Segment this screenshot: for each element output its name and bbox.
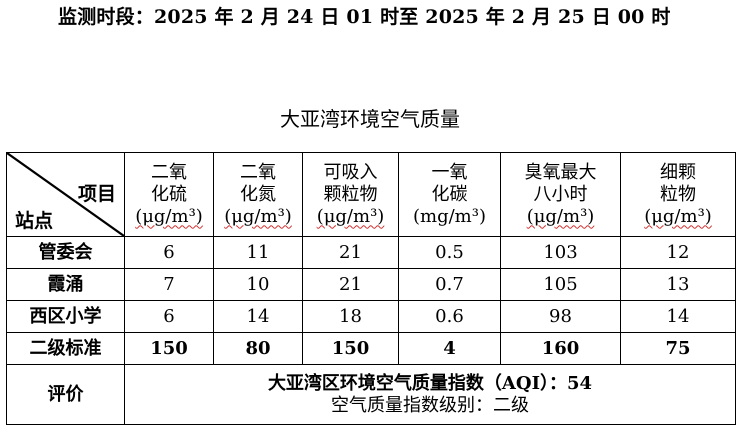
header-row: 项目 站点 二氧 化硫 (μg/m³) 二氧 化氮 (μg/m³) 可吸入 颗粒物 (μg/… [6, 152, 736, 237]
column-header: 可吸入 颗粒物 (μg/m³) [302, 152, 399, 237]
table-cell: 14 [213, 300, 303, 333]
standard-cell: 150 [302, 332, 399, 365]
table-cell: 10 [213, 268, 303, 301]
unit-label: (μg/m³) [135, 205, 203, 227]
standard-cell: 150 [124, 332, 214, 365]
station-name: 霞涌 [6, 268, 125, 301]
station-name: 西区小学 [6, 300, 125, 333]
unit-label: (μg/m³) [316, 205, 385, 227]
table-cell: 6 [124, 300, 214, 333]
diagonal-line [7, 153, 124, 236]
standard-label: 二级标准 [6, 332, 125, 365]
table-cell: 21 [302, 268, 399, 301]
table-row: 霞涌 7 10 21 0.7 105 13 [6, 268, 736, 301]
table-cell: 13 [620, 268, 736, 301]
air-quality-table: 项目 站点 二氧 化硫 (μg/m³) 二氧 化氮 (μg/m³) 可吸入 颗粒物 (μg/… [6, 152, 736, 425]
table-cell: 6 [124, 236, 214, 269]
column-header: 细颗 粒物 (μg/m³) [620, 152, 736, 237]
table-row: 管委会 6 11 21 0.5 103 12 [6, 236, 736, 269]
table-cell: 18 [302, 300, 399, 333]
standard-row: 二级标准 150 80 150 4 160 75 [6, 332, 736, 365]
table-cell: 14 [620, 300, 736, 333]
standard-cell: 80 [213, 332, 303, 365]
unit-label: (mg/m³) [413, 205, 486, 227]
table-cell: 0.5 [398, 236, 501, 269]
table-row: 西区小学 6 14 18 0.6 98 14 [6, 300, 736, 333]
table-cell: 105 [500, 268, 621, 301]
column-header: 二氧 化氮 (μg/m³) [213, 152, 303, 237]
evaluation-text: 大亚湾区环境空气质量指数（AQI）：54 空气质量指数级别：二级 [124, 364, 736, 425]
station-name: 管委会 [6, 236, 125, 269]
standard-cell: 160 [500, 332, 621, 365]
corner-item-label: 项目 [77, 183, 116, 205]
standard-cell: 75 [620, 332, 736, 365]
column-header: 臭氧最大 八小时 (μg/m³) [500, 152, 621, 237]
monitoring-period: 监测时段：2025 年 2 月 24 日 01 时至 2025 年 2 月 25… [58, 6, 671, 28]
column-header: 一氧 化碳 (mg/m³) [398, 152, 501, 237]
evaluation-label: 评价 [6, 364, 125, 425]
evaluation-row: 评价 大亚湾区环境空气质量指数（AQI）：54 空气质量指数级别：二级 [6, 364, 736, 425]
table-cell: 21 [302, 236, 399, 269]
corner-header-cell: 项目 站点 [6, 152, 125, 237]
table-cell: 98 [500, 300, 621, 333]
aqi-line: 大亚湾区环境空气质量指数（AQI）：54 [267, 372, 593, 394]
table-cell: 0.7 [398, 268, 501, 301]
table-title: 大亚湾环境空气质量 [280, 107, 460, 131]
table-cell: 11 [213, 236, 303, 269]
unit-label: (μg/m³) [526, 205, 595, 227]
column-header: 二氧 化硫 (μg/m³) [124, 152, 214, 237]
unit-label: (μg/m³) [224, 205, 292, 227]
unit-label: (μg/m³) [644, 205, 712, 227]
table-cell: 7 [124, 268, 214, 301]
standard-cell: 4 [398, 332, 501, 365]
table-cell: 103 [500, 236, 621, 269]
table-cell: 12 [620, 236, 736, 269]
aqi-level-line: 空气质量指数级别：二级 [331, 394, 529, 416]
table-cell: 0.6 [398, 300, 501, 333]
corner-station-label: 站点 [15, 210, 54, 232]
